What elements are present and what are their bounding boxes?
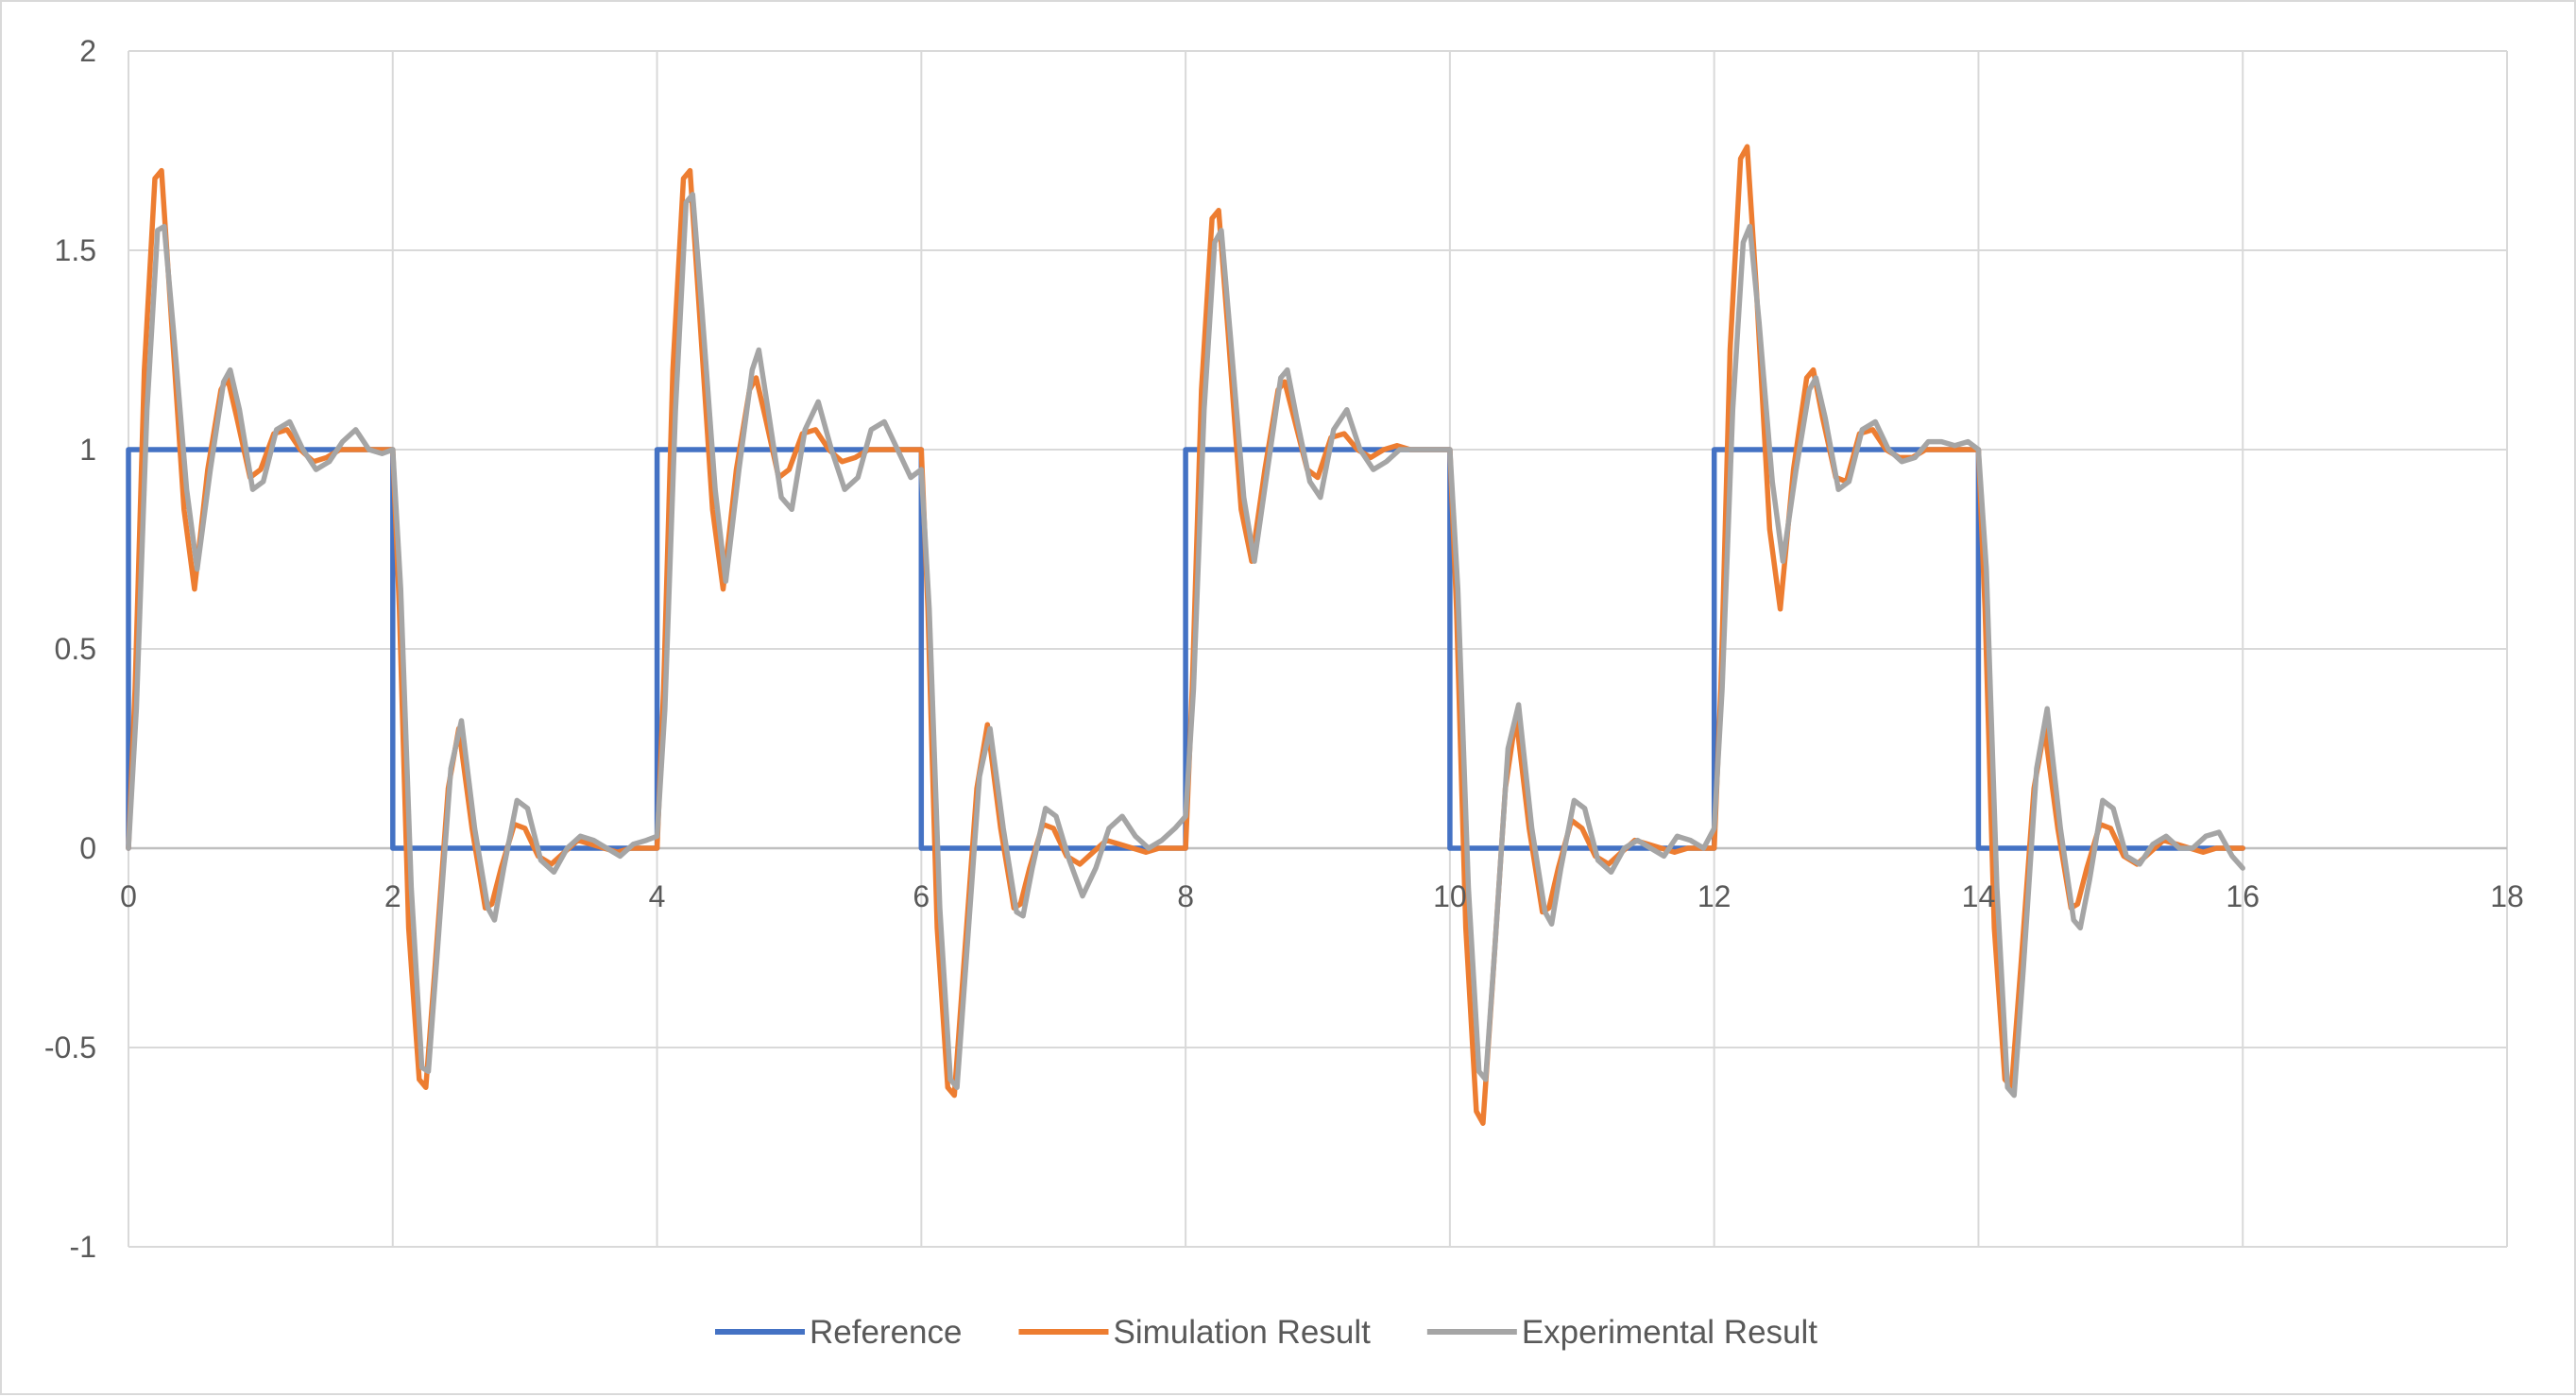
y-tick-label: -0.5 (44, 1031, 96, 1065)
y-tick-label: 0.5 (55, 632, 96, 666)
tick-labels: -1 -0.5 0 0.5 1 1.5 2 0 2 4 6 8 10 12 14 16 18 (44, 34, 2524, 1264)
x-tick-label: 6 (913, 879, 930, 913)
x-tick-label: 0 (120, 879, 137, 913)
series-lines (126, 144, 2245, 1126)
x-tick-label: 14 (1962, 879, 1996, 913)
x-tick-label: 18 (2490, 879, 2524, 913)
legend: Reference Simulation Result Experimental R… (715, 1314, 1817, 1351)
gridlines (128, 50, 2508, 1248)
y-tick-label: 2 (79, 34, 96, 68)
series-line-experimental-result (126, 192, 2245, 1099)
y-tick-label: 1.5 (55, 233, 96, 267)
x-tick-label: 16 (2226, 879, 2260, 913)
legend-label-experimental-result: Experimental Result (1522, 1314, 1817, 1351)
legend-label-simulation-result: Simulation Result (1113, 1314, 1371, 1351)
legend-label-reference: Reference (810, 1314, 962, 1351)
y-tick-label: 0 (79, 831, 96, 865)
series-line-simulation-result (126, 144, 2245, 1126)
x-tick-label: 4 (649, 879, 666, 913)
y-tick-label: -1 (70, 1230, 96, 1264)
x-tick-label: 8 (1177, 879, 1194, 913)
x-tick-label: 10 (1433, 879, 1467, 913)
x-tick-label: 2 (384, 879, 401, 913)
x-tick-label: 12 (1697, 879, 1732, 913)
y-tick-label: 1 (79, 433, 96, 467)
